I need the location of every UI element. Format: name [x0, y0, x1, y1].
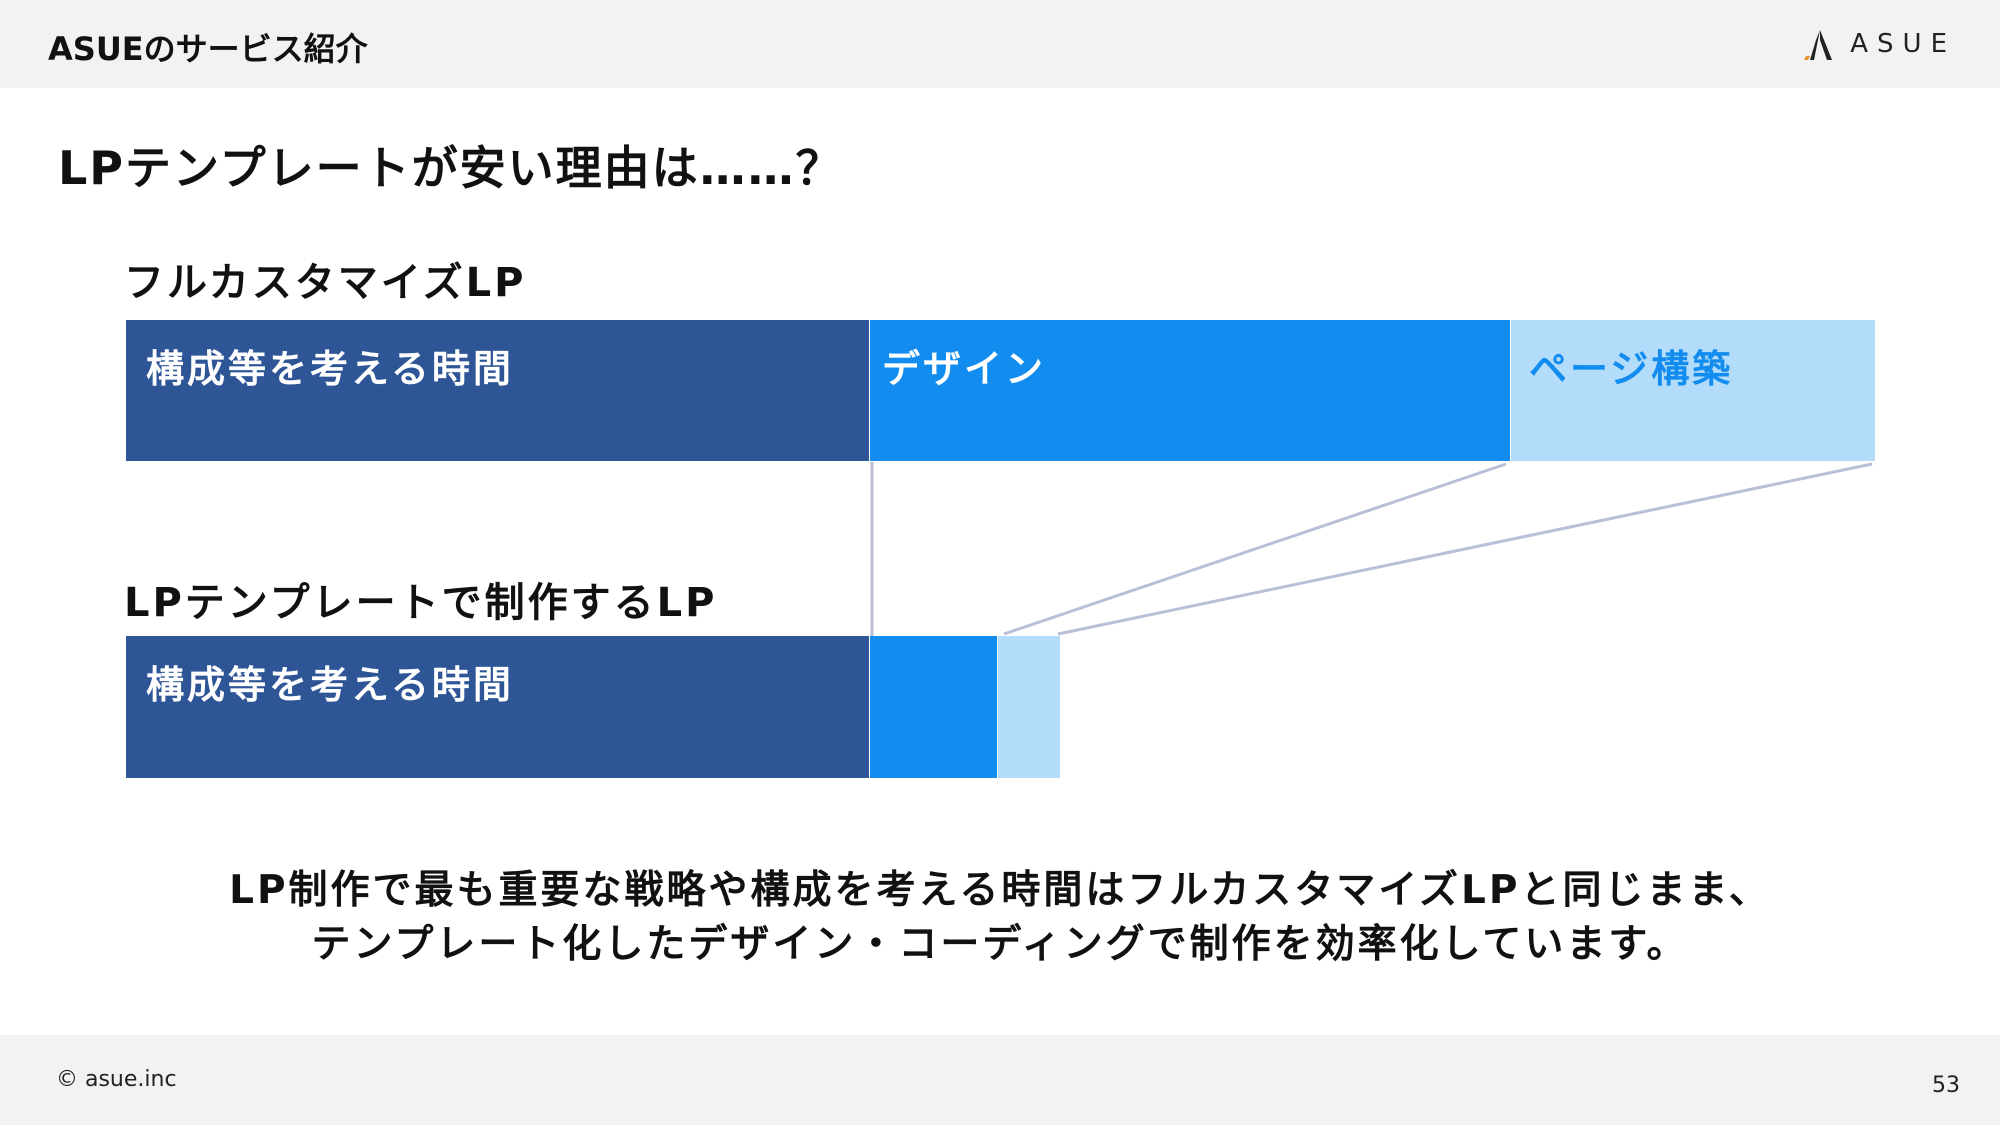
copyright-text: © asue.inc [56, 1067, 177, 1092]
connector-line-design [1003, 462, 1507, 636]
company-logo: ASUE [1802, 26, 1956, 62]
header-title: ASUEのサービス紹介 [48, 30, 368, 68]
header-bar: ASUEのサービス紹介 ASUE [0, 0, 2000, 88]
template-label: LPテンプレートで制作するLP [124, 580, 718, 626]
template-design-segment [870, 636, 997, 778]
full-custom-label: フルカスタマイズLP [124, 260, 527, 306]
template-build-segment [998, 636, 1060, 778]
planning-segment-label: 構成等を考える時間 [146, 347, 514, 391]
asue-logo-icon [1804, 30, 1833, 60]
page-number: 53 [1932, 1073, 1960, 1098]
logo-text: ASUE [1850, 29, 1956, 59]
build-segment-label: ページ構築 [1529, 347, 1734, 391]
footer-bar: © asue.inc 53 [0, 1035, 2000, 1125]
connector-line-build [1057, 462, 1873, 636]
conclusion-line-1: LP制作で最も重要な戦略や構成を考える時間はフルカスタマイズLPと同じまま、 [229, 868, 1771, 913]
full-custom-build-segment: ページ構築 [1511, 320, 1875, 461]
template-planning-label: 構成等を考える時間 [146, 663, 514, 707]
conclusion-line-2: テンプレート化したデザイン・コーディングで制作を効率化しています。 [311, 922, 1689, 967]
slide-title: LPテンプレートが安い理由は……？ [58, 141, 844, 195]
design-segment-label: デザイン [882, 347, 1047, 391]
full-custom-planning-segment: 構成等を考える時間 [126, 320, 869, 461]
conclusion-text: LP制作で最も重要な戦略や構成を考える時間はフルカスタマイズLPと同じまま、 テ… [0, 864, 2000, 972]
template-planning-segment: 構成等を考える時間 [126, 636, 869, 778]
full-custom-design-segment: デザイン [870, 320, 1510, 461]
